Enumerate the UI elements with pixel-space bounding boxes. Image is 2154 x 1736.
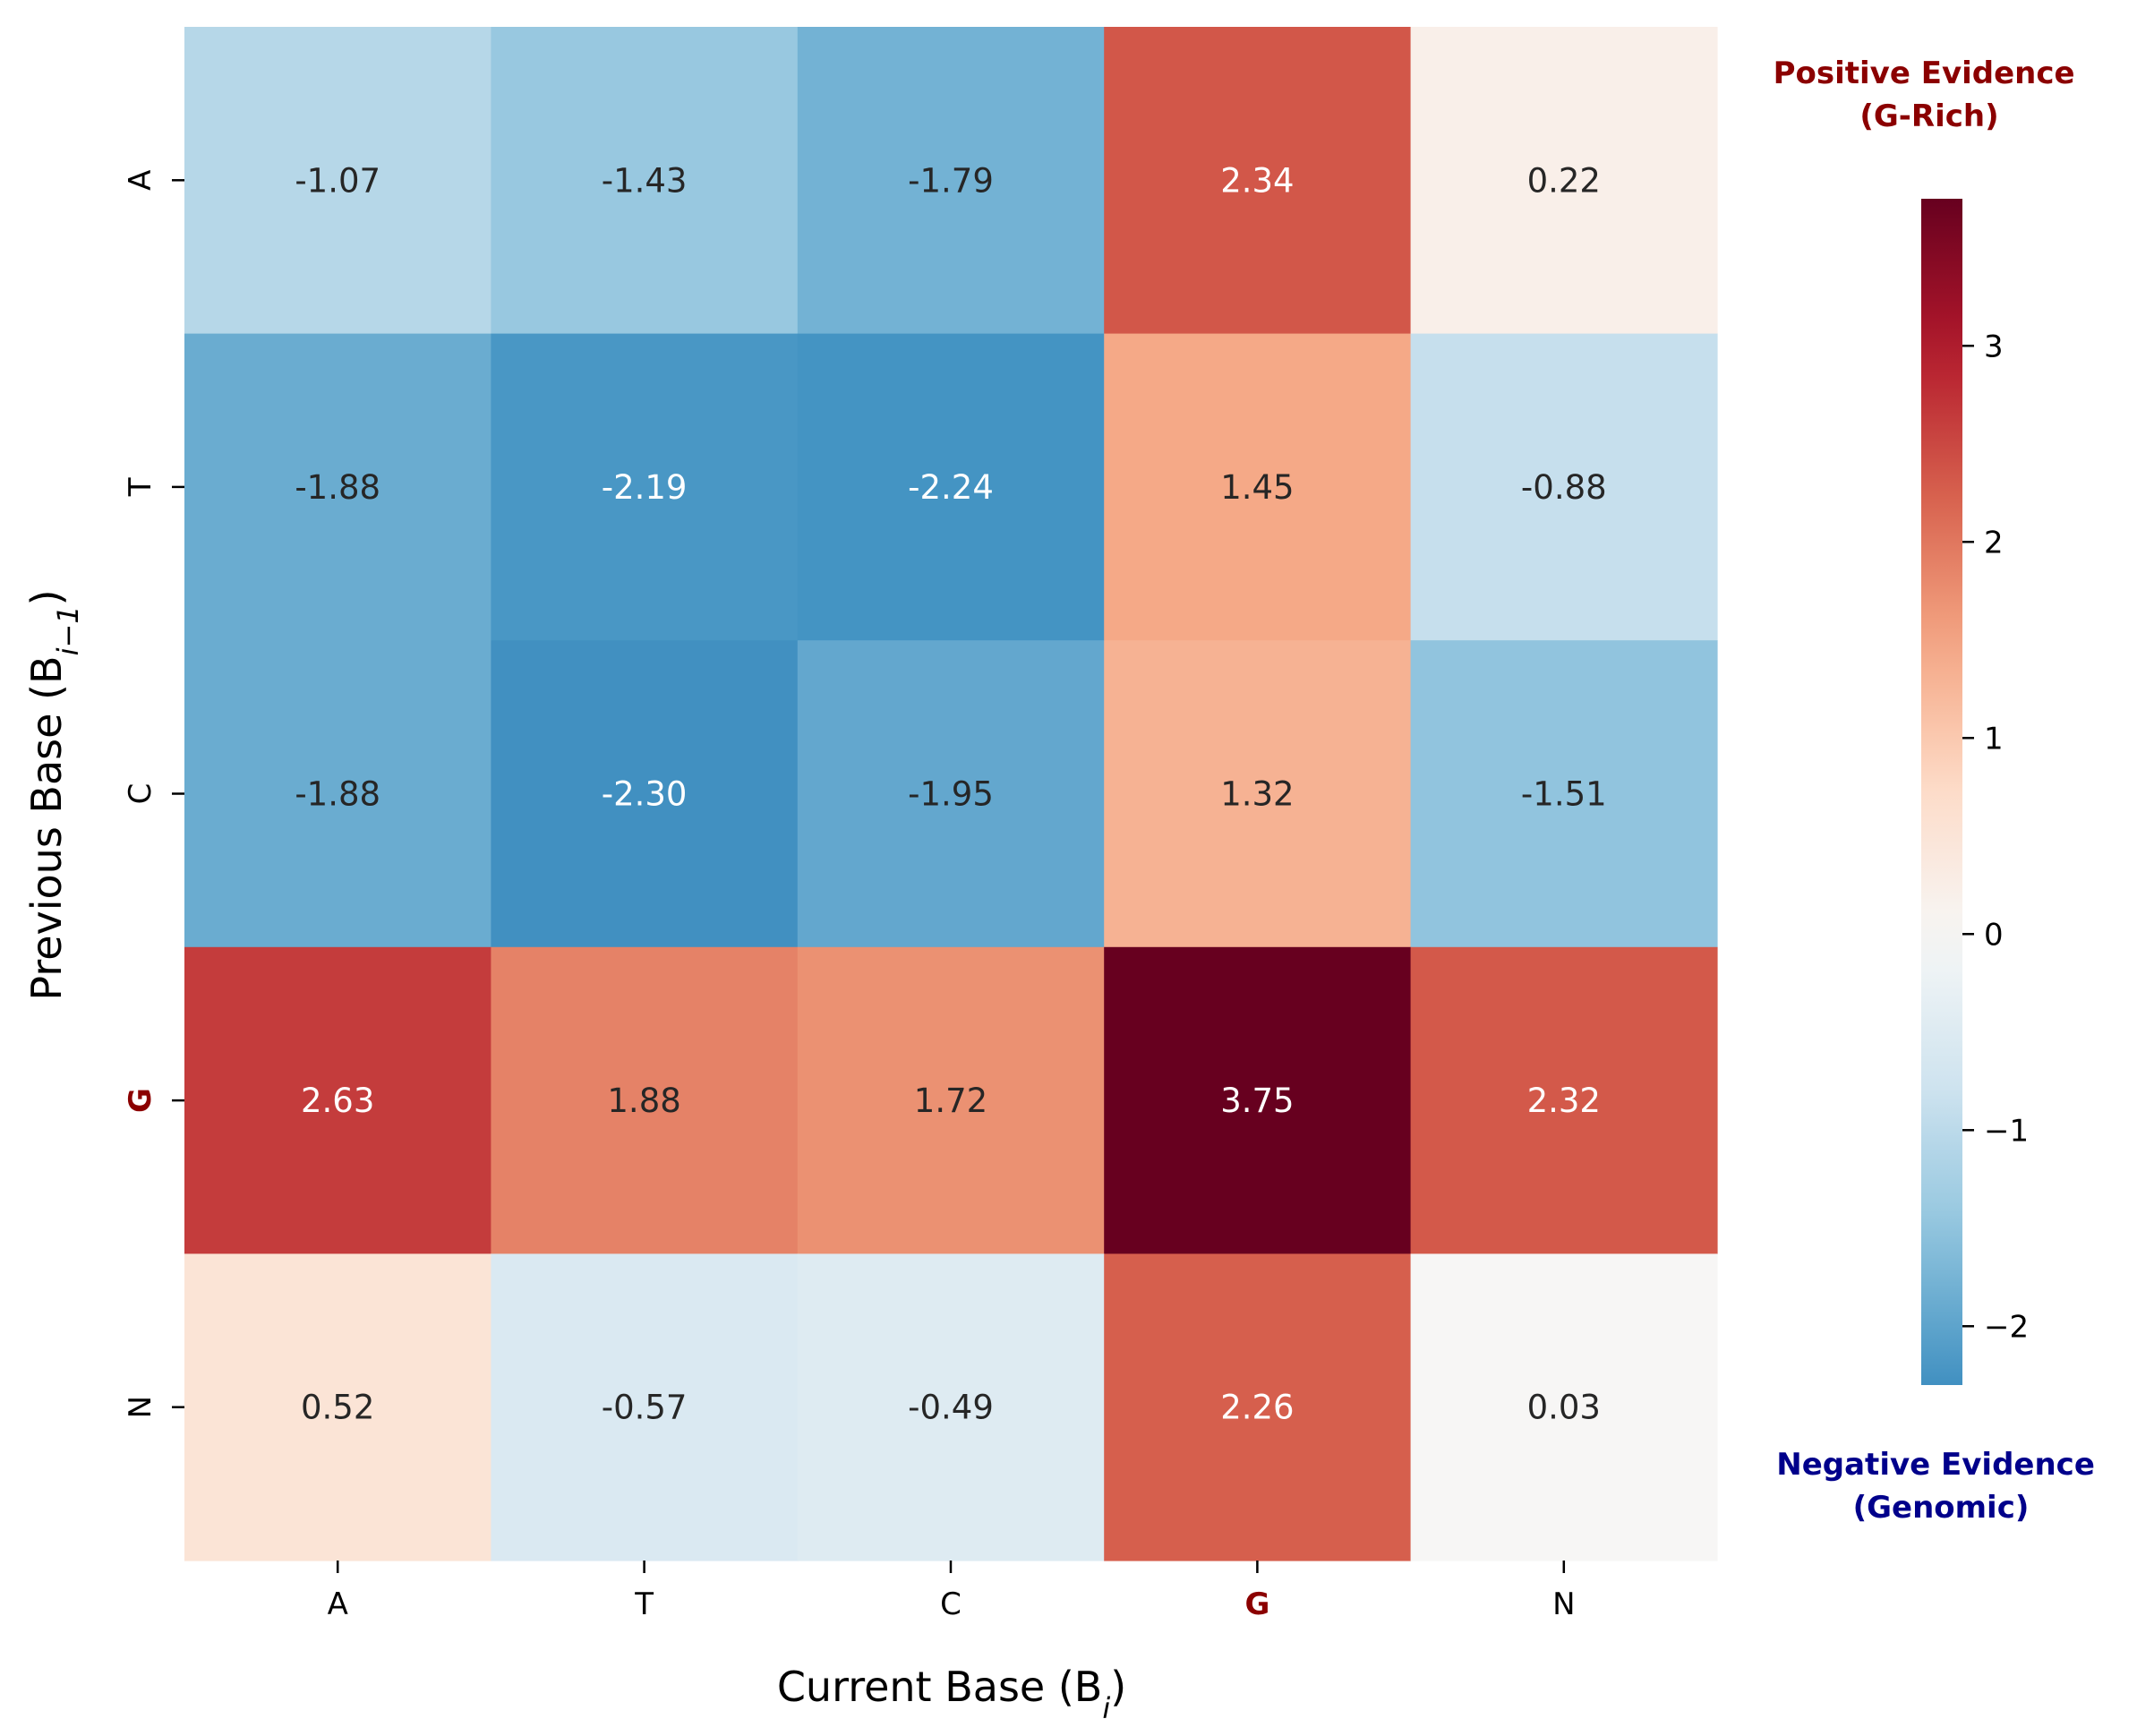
cell-value-label-T-T: -2.19 (602, 468, 688, 507)
cell-value-label-C-A: -1.88 (295, 775, 380, 814)
colorbar-tick-label-2: 2 (1984, 525, 2004, 560)
cell-value-label-A-C: -1.79 (908, 161, 994, 200)
y-tick-label-A: A (123, 170, 158, 191)
colorbar-tick-label-0: 0 (1984, 917, 2004, 953)
negative-evidence-line2: (Genomic) (1853, 1490, 2030, 1526)
colorbar: −2 −1 0 1 2 3 (1921, 199, 2029, 1385)
y-tick-label-C: C (123, 783, 158, 805)
heatmap-cell-A-C (797, 27, 1105, 335)
heatmap-cell-N-C (797, 1253, 1105, 1561)
cell-value-label-N-A: 0.52 (301, 1389, 374, 1427)
heatmap-cell-A-T (491, 27, 799, 335)
heatmap-cell-C-G (1104, 640, 1412, 948)
x-axis-title: Current Base (Bi) (777, 1663, 1126, 1725)
cell-value-label-A-N: 0.22 (1527, 161, 1601, 200)
heatmap-cell-N-A (184, 1253, 491, 1561)
cell-value-label-N-T: -0.57 (602, 1389, 688, 1427)
heatmap-cell-T-G (1104, 333, 1412, 641)
colorbar-tick-label-3: 3 (1984, 329, 2004, 364)
colorbar-tick-label-1: 1 (1984, 721, 2004, 757)
heatmap-cell-A-A (184, 27, 491, 335)
cell-value-label-A-T: -1.43 (602, 161, 688, 200)
heatmap-cell-G-N (1410, 946, 1718, 1254)
cell-value-label-T-N: -0.88 (1521, 468, 1607, 507)
heatmap-cell-G-T (491, 946, 799, 1254)
heatmap-cell-A-G (1104, 27, 1412, 335)
heatmap-cell-N-T (491, 1253, 799, 1561)
cell-value-label-C-G: 1.32 (1220, 775, 1294, 814)
x-tick-label-A: A (328, 1586, 348, 1622)
x-tick-label-C: C (940, 1586, 962, 1622)
heatmap-cell-G-G (1104, 946, 1412, 1254)
heatmap-cell-C-A (184, 640, 491, 948)
y-tick-label-G: G (123, 1088, 158, 1113)
heatmap-cell-T-T (491, 333, 799, 641)
x-tick-label-G: G (1244, 1586, 1269, 1622)
cell-value-label-C-T: -2.30 (602, 775, 688, 814)
x-tick-label-T: T (634, 1586, 654, 1622)
cell-value-label-A-G: 2.34 (1220, 161, 1294, 200)
heatmap-cell-G-C (797, 946, 1105, 1254)
cell-value-label-G-G: 3.75 (1220, 1082, 1294, 1120)
y-axis: A T C G N (123, 170, 184, 1418)
y-tick-label-T: T (123, 477, 158, 497)
cell-value-label-G-N: 2.32 (1527, 1082, 1601, 1120)
y-axis-title: Previous Base (Bi−1) (22, 589, 85, 1000)
heatmap-cell-N-N (1410, 1253, 1718, 1561)
heatmap-cell-C-N (1410, 640, 1718, 948)
heatmap-cell-N-G (1104, 1253, 1412, 1561)
cell-value-label-N-C: -0.49 (908, 1389, 994, 1427)
heatmap-cell-T-C (797, 333, 1105, 641)
positive-evidence-line1: Positive Evidence (1774, 56, 2075, 91)
cell-value-label-C-C: -1.95 (908, 775, 994, 814)
colorbar-ticks: −2 −1 0 1 2 3 (1962, 329, 2029, 1345)
heatmap-cells: -1.07 -1.43 -1.79 2.34 0.22 -1.88 -2.19 -2.24 1.… (184, 27, 1718, 1561)
cell-value-label-G-T: 1.88 (607, 1082, 680, 1120)
cell-value-label-C-N: -1.51 (1521, 775, 1607, 814)
heatmap-cell-C-T (491, 640, 799, 948)
colorbar-gradient (1921, 199, 1962, 1385)
cell-value-label-T-A: -1.88 (295, 468, 380, 507)
cell-value-label-T-G: 1.45 (1220, 468, 1294, 507)
x-tick-label-N: N (1552, 1586, 1575, 1622)
heatmap-cell-T-N (1410, 333, 1718, 641)
cell-value-label-A-A: -1.07 (295, 161, 380, 200)
cell-value-label-G-C: 1.72 (914, 1082, 987, 1120)
heatmap-cell-T-A (184, 333, 491, 641)
negative-evidence-line1: Negative Evidence (1776, 1447, 2095, 1483)
colorbar-tick-label--1: −1 (1984, 1113, 2029, 1149)
cell-value-label-T-C: -2.24 (908, 468, 994, 507)
y-tick-label-N: N (123, 1396, 158, 1418)
colorbar-tick-label--2: −2 (1984, 1309, 2029, 1345)
positive-evidence-line2: (G-Rich) (1859, 98, 1998, 134)
cell-value-label-N-N: 0.03 (1527, 1389, 1601, 1427)
cell-value-label-N-G: 2.26 (1220, 1389, 1294, 1427)
heatmap-cell-A-N (1410, 27, 1718, 335)
cell-value-label-G-A: 2.63 (301, 1082, 374, 1120)
negative-evidence-label: Negative Evidence (Genomic) (1776, 1447, 2105, 1526)
heatmap-cell-G-A (184, 946, 491, 1254)
positive-evidence-label: Positive Evidence (G-Rich) (1774, 56, 2086, 134)
heatmap-cell-C-C (797, 640, 1105, 948)
